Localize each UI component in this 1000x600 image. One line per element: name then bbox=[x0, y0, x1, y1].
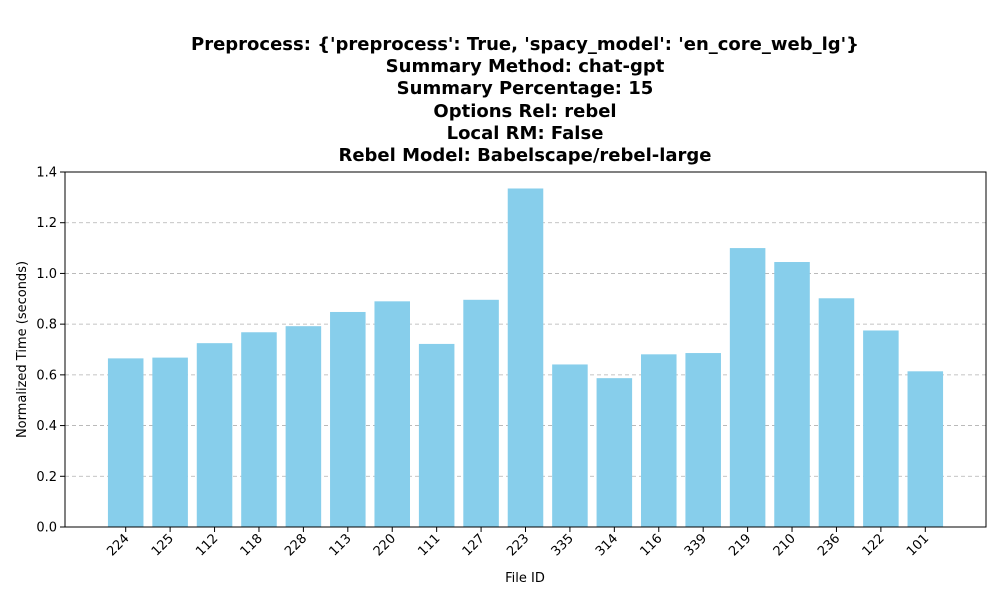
x-tick-label: 101 bbox=[904, 531, 932, 559]
bar bbox=[241, 332, 277, 527]
bar bbox=[507, 188, 544, 527]
bar bbox=[552, 364, 588, 527]
x-tick-label: 219 bbox=[726, 531, 754, 559]
bar bbox=[107, 358, 144, 527]
bar bbox=[907, 371, 944, 527]
x-tick-label: 116 bbox=[637, 531, 665, 559]
y-tick-label: 0.0 bbox=[36, 521, 57, 536]
x-axis-label: File ID bbox=[505, 571, 545, 586]
x-tick-label: 122 bbox=[860, 531, 888, 559]
bar bbox=[640, 354, 677, 527]
y-tick-label: 0.2 bbox=[36, 470, 57, 485]
bar bbox=[196, 343, 233, 527]
bar bbox=[774, 262, 810, 527]
y-axis-label: Normalized Time (seconds) bbox=[15, 261, 30, 438]
bar bbox=[463, 299, 499, 527]
chart-title-line: Summary Method: chat-gpt bbox=[385, 56, 665, 78]
x-tick-label: 210 bbox=[771, 531, 799, 559]
x-tick-label: 314 bbox=[593, 531, 621, 559]
chart-title-line: Preprocess: {'preprocess': True, 'spacy_… bbox=[191, 34, 859, 55]
bar bbox=[152, 357, 188, 527]
x-tick-label: 339 bbox=[682, 531, 710, 559]
chart-title-line: Options Rel: rebel bbox=[433, 100, 617, 122]
chart-title-line: Rebel Model: Babelscape/rebel-large bbox=[338, 145, 712, 167]
bar bbox=[596, 378, 633, 527]
x-tick-label: 127 bbox=[460, 531, 488, 559]
x-tick-label: 223 bbox=[504, 531, 532, 559]
y-tick-label: 1.0 bbox=[36, 267, 57, 282]
x-tick-label: 335 bbox=[549, 531, 577, 559]
y-tick-label: 0.4 bbox=[36, 419, 57, 434]
x-axis-ticks: 224 125 112 118 228 113 220 111 127 223 335 314 116 3… bbox=[104, 527, 932, 559]
bar bbox=[330, 311, 366, 527]
x-tick-label: 113 bbox=[326, 531, 354, 559]
bar bbox=[374, 301, 411, 527]
x-tick-label: 112 bbox=[193, 531, 221, 559]
y-tick-label: 1.2 bbox=[36, 216, 57, 231]
bar bbox=[285, 326, 322, 527]
x-tick-label: 224 bbox=[104, 531, 132, 559]
bar bbox=[818, 298, 855, 527]
bar bbox=[418, 343, 455, 527]
x-tick-label: 220 bbox=[371, 531, 399, 559]
x-tick-label: 236 bbox=[815, 531, 843, 559]
bar bbox=[863, 330, 899, 527]
chart-title: Preprocess: {'preprocess': True, 'spacy_… bbox=[64, 34, 986, 167]
bar bbox=[729, 248, 766, 528]
x-tick-label: 125 bbox=[149, 531, 177, 559]
y-tick-label: 0.6 bbox=[36, 368, 57, 383]
x-tick-label: 118 bbox=[238, 531, 266, 559]
chart-title-line: Summary Percentage: 15 bbox=[396, 78, 654, 100]
y-axis-ticks: 0.0 0.2 0.4 0.6 0.8 1.0 1.2 1.4 bbox=[36, 166, 65, 536]
chart-title-line: Local RM: False bbox=[446, 122, 604, 144]
y-tick-label: 0.8 bbox=[36, 318, 57, 333]
bar bbox=[685, 353, 721, 527]
bars bbox=[107, 188, 944, 528]
x-tick-label: 228 bbox=[282, 531, 310, 559]
x-tick-label: 111 bbox=[415, 531, 443, 559]
y-tick-label: 1.4 bbox=[36, 166, 57, 181]
